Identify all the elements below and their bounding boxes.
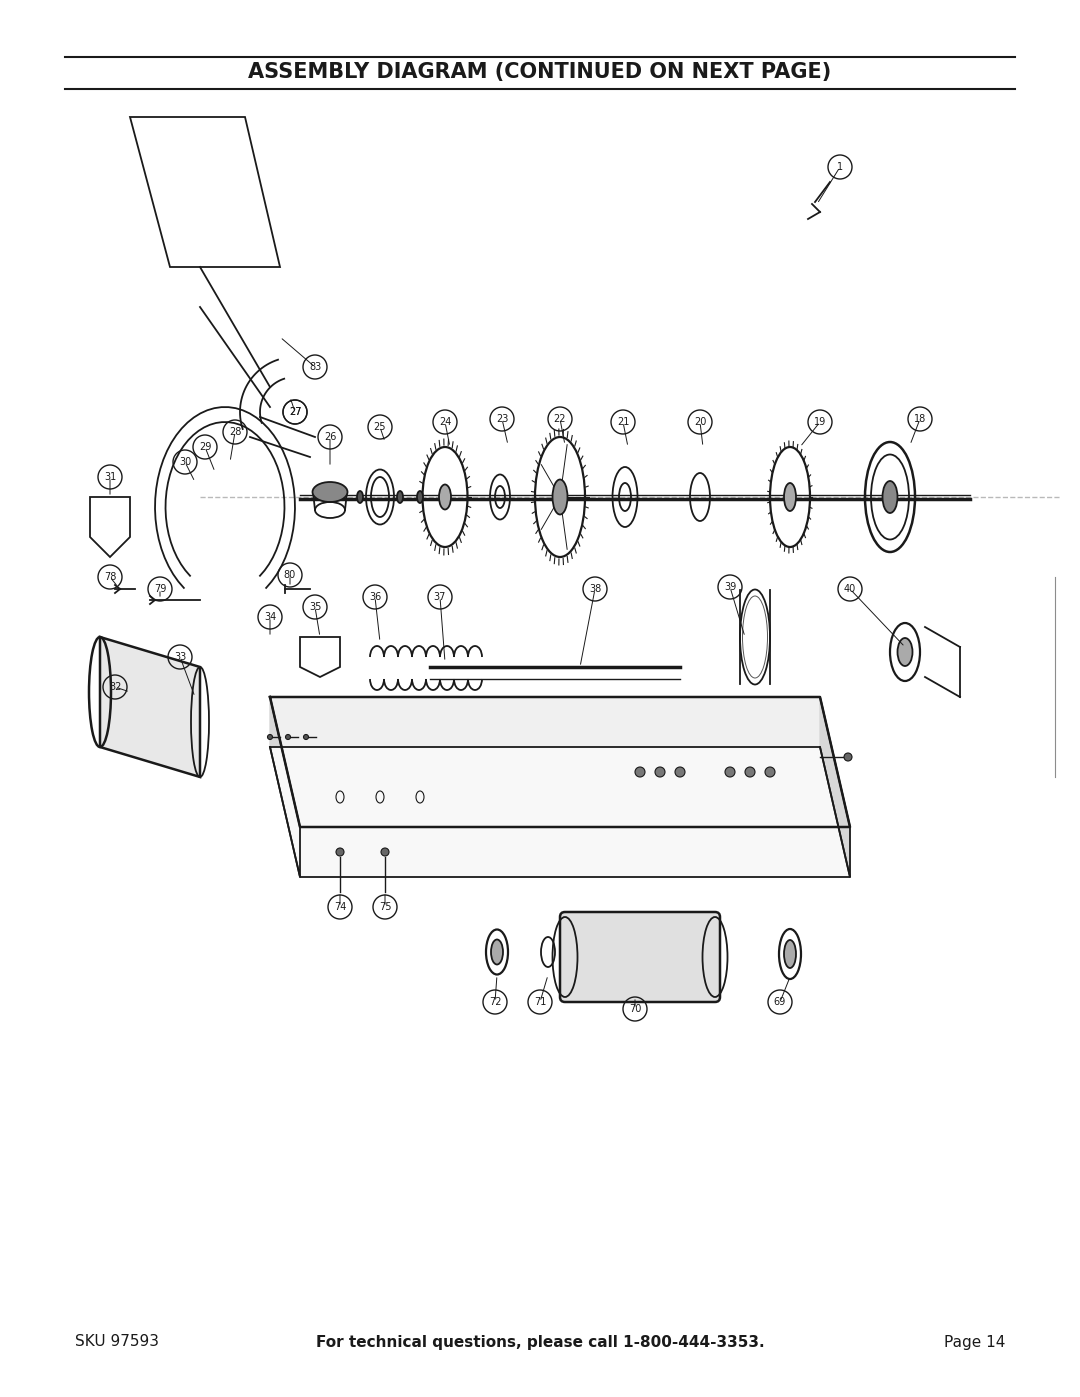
Text: 19: 19 xyxy=(814,416,826,427)
Text: For technical questions, please call 1-800-444-3353.: For technical questions, please call 1-8… xyxy=(315,1334,765,1350)
Ellipse shape xyxy=(268,735,272,739)
Text: 23: 23 xyxy=(496,414,509,425)
Text: 80: 80 xyxy=(284,570,296,580)
Ellipse shape xyxy=(882,481,897,513)
Polygon shape xyxy=(820,697,850,877)
Text: 31: 31 xyxy=(104,472,117,482)
Text: 83: 83 xyxy=(309,362,321,372)
Text: 20: 20 xyxy=(693,416,706,427)
Text: 29: 29 xyxy=(199,441,212,453)
Text: 38: 38 xyxy=(589,584,602,594)
Ellipse shape xyxy=(381,848,389,856)
Text: 34: 34 xyxy=(264,612,276,622)
Circle shape xyxy=(654,767,665,777)
Circle shape xyxy=(675,767,685,777)
Text: 78: 78 xyxy=(104,571,117,583)
Text: 27: 27 xyxy=(288,407,301,416)
Circle shape xyxy=(745,767,755,777)
Text: 74: 74 xyxy=(334,902,347,912)
Text: 75: 75 xyxy=(379,902,391,912)
Polygon shape xyxy=(270,747,850,877)
Ellipse shape xyxy=(303,735,309,739)
Ellipse shape xyxy=(357,490,363,503)
Text: Page 14: Page 14 xyxy=(944,1334,1005,1350)
Ellipse shape xyxy=(438,485,451,510)
Text: 26: 26 xyxy=(324,432,336,441)
Polygon shape xyxy=(270,697,300,877)
Text: 72: 72 xyxy=(489,997,501,1007)
Text: 24: 24 xyxy=(438,416,451,427)
Text: 21: 21 xyxy=(617,416,630,427)
Ellipse shape xyxy=(897,638,913,666)
Ellipse shape xyxy=(336,848,345,856)
Ellipse shape xyxy=(285,735,291,739)
Text: 30: 30 xyxy=(179,457,191,467)
Text: 22: 22 xyxy=(554,414,566,425)
Circle shape xyxy=(765,767,775,777)
Ellipse shape xyxy=(312,482,348,502)
Ellipse shape xyxy=(417,490,423,503)
Text: 18: 18 xyxy=(914,414,927,425)
Polygon shape xyxy=(100,637,200,777)
Text: 79: 79 xyxy=(153,584,166,594)
Ellipse shape xyxy=(553,479,567,514)
FancyBboxPatch shape xyxy=(561,912,720,1002)
Ellipse shape xyxy=(491,940,503,964)
Ellipse shape xyxy=(784,940,796,968)
Polygon shape xyxy=(270,697,850,827)
Text: 39: 39 xyxy=(724,583,737,592)
Text: 37: 37 xyxy=(434,592,446,602)
Circle shape xyxy=(635,767,645,777)
Text: ASSEMBLY DIAGRAM (CONTINUED ON NEXT PAGE): ASSEMBLY DIAGRAM (CONTINUED ON NEXT PAGE… xyxy=(248,61,832,82)
Text: 27: 27 xyxy=(288,407,301,416)
Ellipse shape xyxy=(784,483,796,511)
Text: SKU 97593: SKU 97593 xyxy=(75,1334,159,1350)
Text: 40: 40 xyxy=(843,584,856,594)
Text: 69: 69 xyxy=(774,997,786,1007)
Text: 35: 35 xyxy=(309,602,321,612)
Text: 33: 33 xyxy=(174,652,186,662)
Circle shape xyxy=(725,767,735,777)
Text: 28: 28 xyxy=(229,427,241,437)
Text: 71: 71 xyxy=(534,997,546,1007)
Text: 36: 36 xyxy=(369,592,381,602)
Ellipse shape xyxy=(843,753,852,761)
Text: 25: 25 xyxy=(374,422,387,432)
Ellipse shape xyxy=(397,490,403,503)
Text: 32: 32 xyxy=(109,682,121,692)
Text: 70: 70 xyxy=(629,1004,642,1014)
Text: 1: 1 xyxy=(837,162,843,172)
